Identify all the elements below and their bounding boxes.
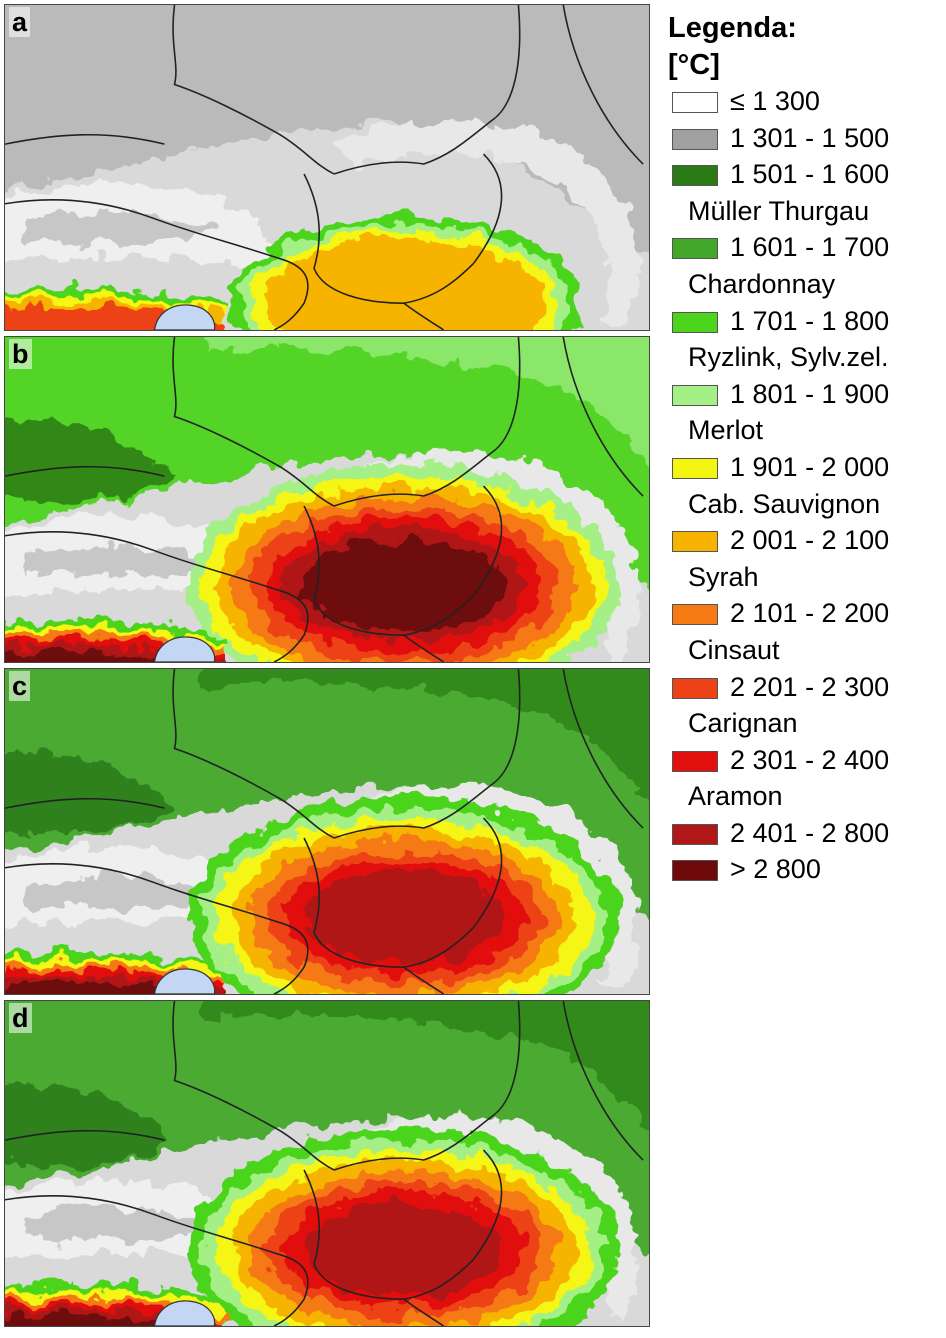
legend-variety-label: Merlot bbox=[688, 415, 764, 446]
legend-swatch bbox=[672, 860, 718, 882]
map-canvas bbox=[5, 337, 649, 662]
map-panel-d: d bbox=[4, 1000, 650, 1327]
legend-item: 2 001 - 2 100 bbox=[668, 523, 943, 560]
legend-range-label: 1 701 - 1 800 bbox=[730, 305, 890, 336]
legend-variety: Carignan bbox=[668, 706, 943, 743]
legend-variety-label: Cab. Sauvignon bbox=[688, 488, 881, 519]
legend-range-label: 1 901 - 2 000 bbox=[730, 451, 890, 482]
legend-swatch bbox=[672, 823, 718, 845]
legend-item: 2 401 - 2 800 bbox=[668, 816, 943, 853]
legend-variety: Syrah bbox=[668, 560, 943, 597]
panel-label: c bbox=[9, 671, 31, 701]
panel-label: a bbox=[9, 7, 31, 37]
map-canvas bbox=[5, 1001, 649, 1326]
map-canvas bbox=[5, 5, 649, 330]
legend-range-label: 1 501 - 1 600 bbox=[730, 159, 890, 190]
legend-range-label: 1 301 - 1 500 bbox=[730, 122, 890, 153]
legend-variety-label: Aramon bbox=[688, 781, 783, 812]
legend-swatch bbox=[672, 531, 718, 553]
legend-swatch bbox=[672, 750, 718, 772]
map-panel-a: a bbox=[4, 4, 650, 331]
legend-swatch bbox=[672, 165, 718, 187]
legend-variety: Ryzlink, Sylv.zel. bbox=[668, 340, 943, 377]
legend-swatch bbox=[672, 457, 718, 479]
legend-range-label: 2 401 - 2 800 bbox=[730, 817, 890, 848]
legend-item: 1 301 - 1 500 bbox=[668, 121, 943, 158]
legend-variety-label: Chardonnay bbox=[688, 268, 836, 299]
legend-swatch bbox=[672, 238, 718, 260]
legend-rows: ≤ 1 300 1 301 - 1 500 1 501 - 1 600 Müller … bbox=[668, 84, 943, 889]
map-panel-c: c bbox=[4, 668, 650, 995]
legend-range-label: 2 101 - 2 200 bbox=[730, 598, 890, 629]
legend-swatch bbox=[672, 92, 718, 113]
legend-swatch bbox=[672, 311, 718, 333]
panel-label: d bbox=[9, 1003, 32, 1033]
legend-title: Legenda: bbox=[668, 12, 797, 44]
legend-variety-label: Ryzlink, Sylv.zel. bbox=[688, 342, 889, 373]
legend-variety: Müller Thurgau bbox=[668, 194, 943, 231]
legend-variety-label: Syrah bbox=[688, 561, 759, 592]
legend-variety: Cab. Sauvignon bbox=[668, 487, 943, 524]
legend-item: 1 901 - 2 000 bbox=[668, 450, 943, 487]
legend-swatch bbox=[672, 128, 718, 150]
legend-unit: [°C] bbox=[668, 49, 720, 81]
legend-range-label: 2 001 - 2 100 bbox=[730, 525, 890, 556]
legend-range-label: 2 201 - 2 300 bbox=[730, 671, 890, 702]
legend-swatch bbox=[672, 384, 718, 406]
legend-range-label: 1 801 - 1 900 bbox=[730, 378, 890, 409]
legend-item: ≤ 1 300 bbox=[668, 84, 943, 121]
legend-item: 1 701 - 1 800 bbox=[668, 304, 943, 341]
map-panel-b: b bbox=[4, 336, 650, 663]
legend-variety-label: Cinsaut bbox=[688, 634, 780, 665]
legend-item: 2 301 - 2 400 bbox=[668, 743, 943, 780]
legend-variety-label: Carignan bbox=[688, 708, 798, 739]
legend-item: 1 501 - 1 600 bbox=[668, 157, 943, 194]
panel-label: b bbox=[9, 339, 32, 369]
legend-range-label: > 2 800 bbox=[730, 854, 821, 885]
legend-item: 1 601 - 1 700 bbox=[668, 230, 943, 267]
legend-range-label: ≤ 1 300 bbox=[730, 86, 820, 116]
legend-range-label: 1 601 - 1 700 bbox=[730, 232, 890, 263]
legend-range-label: 2 301 - 2 400 bbox=[730, 744, 890, 775]
legend-variety: Aramon bbox=[668, 779, 943, 816]
legend-variety: Merlot bbox=[668, 413, 943, 450]
map-canvas bbox=[5, 669, 649, 994]
legend: Legenda: [°C] ≤ 1 300 1 301 - 1 500 1 501 … bbox=[668, 10, 943, 889]
legend-item: > 2 800 bbox=[668, 852, 943, 889]
legend-item: 2 101 - 2 200 bbox=[668, 596, 943, 633]
legend-item: 2 201 - 2 300 bbox=[668, 670, 943, 707]
legend-variety-label: Müller Thurgau bbox=[688, 195, 870, 226]
legend-swatch bbox=[672, 604, 718, 626]
legend-item: 1 801 - 1 900 bbox=[668, 377, 943, 414]
legend-variety: Chardonnay bbox=[668, 267, 943, 304]
legend-variety: Cinsaut bbox=[668, 633, 943, 670]
legend-swatch bbox=[672, 677, 718, 699]
